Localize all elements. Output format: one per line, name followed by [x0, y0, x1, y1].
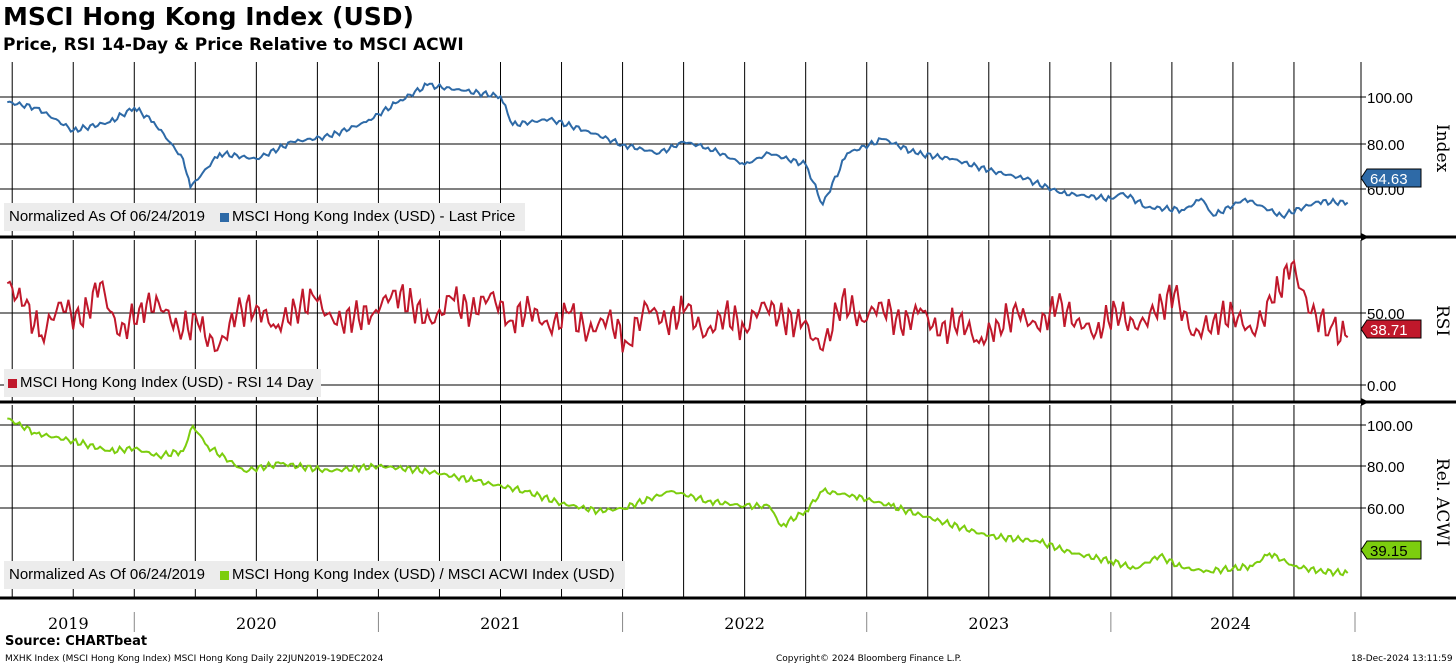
series-line-rsi [6, 259, 1349, 353]
y-tick-label: 80.00 [1367, 459, 1405, 476]
rel-legend-label: MSCI Hong Kong Index (USD) / MSCI ACWI I… [231, 566, 615, 583]
y-tick-label: 100.00 [1367, 418, 1413, 435]
last-value-label: 64.63 [1370, 171, 1408, 188]
y-tick-label: 50.00 [1367, 306, 1405, 323]
x-year-label: 2022 [724, 614, 765, 633]
price-legend-label: MSCI Hong Kong Index (USD) - Last Price [231, 208, 516, 225]
series-line-price [7, 82, 1349, 220]
copyright: Copyright© 2024 Bloomberg Finance L.P. [776, 654, 962, 664]
chart-subtitle: Price, RSI 14-Day & Price Relative to MS… [3, 35, 464, 55]
x-year-label: 2023 [968, 614, 1009, 633]
y-tick-label: 60.00 [1367, 501, 1405, 518]
rsi-axis-title: RSI [1432, 305, 1452, 337]
y-tick-label: 0.00 [1367, 378, 1396, 395]
rsi-legend: MSCI Hong Kong Index (USD) - RSI 14 Day [4, 369, 322, 397]
chart-title: MSCI Hong Kong Index (USD) [3, 2, 414, 31]
last-value-label: 39.15 [1370, 543, 1408, 560]
rel-legend-swatch [219, 570, 229, 580]
x-year-label: 2024 [1210, 614, 1251, 633]
y-tick-label: 100.00 [1367, 90, 1413, 107]
rel-legend-normalized: Normalized As Of 06/24/2019 [9, 566, 205, 583]
last-value-badge [1360, 168, 1422, 188]
price-axis-title: Index [1432, 124, 1452, 173]
rsi-legend-label: MSCI Hong Kong Index (USD) - RSI 14 Day [20, 374, 314, 391]
timestamp: 18-Dec-2024 13:11:59 [1351, 654, 1453, 664]
last-value-badge [1360, 540, 1422, 560]
y-tick-label: 80.00 [1367, 137, 1405, 154]
series-line-rel [7, 417, 1349, 578]
ticker-info: MXHK Index (MSCI Hong Kong Index) MSCI H… [5, 654, 384, 664]
separator-arrow [1361, 233, 1369, 241]
separator-arrow [1361, 398, 1369, 406]
last-value-label: 38.71 [1370, 322, 1408, 339]
last-value-badge [1360, 319, 1422, 339]
x-year-label: 2020 [236, 614, 277, 633]
price-legend-swatch [219, 212, 229, 222]
rel-legend: Normalized As Of 06/24/2019 MSCI Hong Kon… [4, 561, 625, 589]
x-year-label: 2019 [48, 614, 89, 633]
price-legend: Normalized As Of 06/24/2019 MSCI Hong Kon… [4, 203, 526, 231]
price-legend-normalized: Normalized As Of 06/24/2019 [9, 208, 205, 225]
source-label: Source: CHARTbeat [5, 634, 148, 649]
rel-axis-title: Rel. ACWI [1432, 458, 1452, 547]
x-year-label: 2021 [480, 614, 521, 633]
rsi-legend-swatch [8, 378, 17, 388]
